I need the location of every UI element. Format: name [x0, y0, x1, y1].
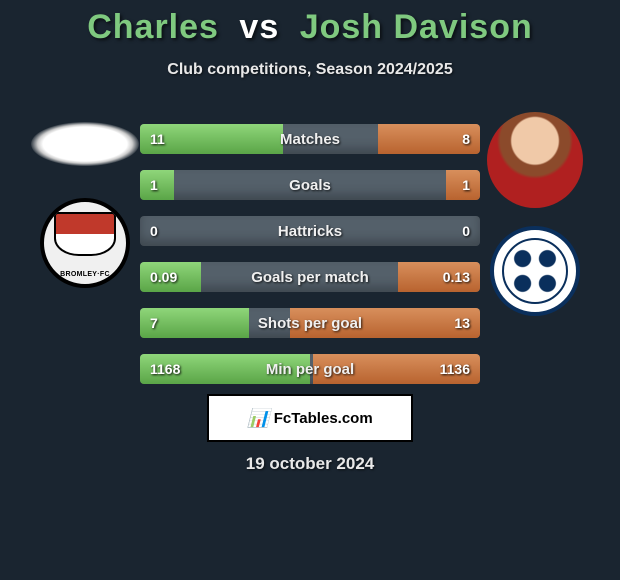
stat-bar-p2 — [378, 124, 480, 154]
stat-value-p1: 0 — [150, 216, 158, 246]
page-title: Charles vs Josh Davison — [0, 8, 620, 47]
stat-row: 713Shots per goal — [140, 308, 480, 338]
stat-value-p2: 0 — [462, 216, 470, 246]
player1-avatar — [31, 122, 139, 166]
player1-name: Charles — [87, 8, 219, 46]
stat-row: 11681136Min per goal — [140, 354, 480, 384]
player2-avatar — [487, 112, 583, 208]
chart-icon: 📊 — [247, 408, 267, 429]
player1-club-badge — [40, 198, 130, 288]
subtitle: Club competitions, Season 2024/2025 — [0, 61, 620, 79]
stat-bar-p2 — [290, 308, 480, 338]
stat-label: Hattricks — [140, 216, 480, 246]
vs-text: vs — [239, 8, 279, 46]
stat-bar-p1 — [140, 262, 201, 292]
stat-bar-p1 — [140, 308, 249, 338]
footer-brand-box: 📊 FcTables.com — [207, 394, 413, 442]
stat-bar-p2 — [446, 170, 480, 200]
stats-bars: 118Matches 11Goals 0 0Hattricks 0.090.13Goal… — [140, 108, 480, 384]
stat-label: Goals — [140, 170, 480, 200]
player2-club-badge — [490, 226, 580, 316]
stat-bar-p2 — [398, 262, 480, 292]
stat-row: 0.090.13Goals per match — [140, 262, 480, 292]
stat-bar-p1 — [140, 354, 310, 384]
player1-column — [30, 108, 140, 384]
content: 118Matches 11Goals 0 0Hattricks 0.090.13Goal… — [0, 108, 620, 384]
stat-bar-p1 — [140, 170, 174, 200]
date: 19 october 2024 — [0, 454, 620, 474]
stat-row: 0 0Hattricks — [140, 216, 480, 246]
stat-row: 11Goals — [140, 170, 480, 200]
footer-brand: FcTables.com — [274, 410, 373, 427]
stat-bar-p2 — [313, 354, 480, 384]
player2-column — [480, 108, 590, 384]
player2-name: Josh Davison — [300, 8, 533, 46]
stat-bar-p1 — [140, 124, 283, 154]
stat-row: 118Matches — [140, 124, 480, 154]
header: Charles vs Josh Davison Club competition… — [0, 0, 620, 79]
